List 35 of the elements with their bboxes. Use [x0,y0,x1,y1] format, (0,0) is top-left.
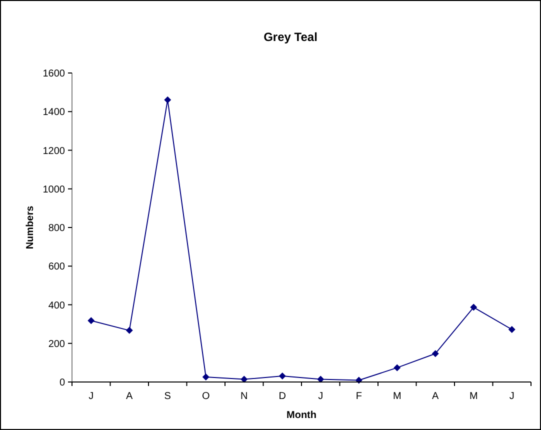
x-tick-label: J [509,391,514,402]
x-tick-label: J [318,391,324,402]
x-tick-label: F [356,391,362,402]
y-tick-label: 1200 [42,146,66,157]
y-tick-label: 400 [48,300,66,312]
y-tick-label: 800 [48,223,66,234]
point [394,364,401,372]
x-tick-label: S [164,391,172,402]
point [88,317,95,324]
y-tick-label: 1000 [42,184,66,196]
x-tick-label: J [88,391,94,402]
x-tick-label: M [469,391,478,402]
point [508,326,516,333]
y-axis-title: Numbers [25,205,36,250]
x-tick-label: A [432,391,440,402]
x-tick-label: D [278,391,286,402]
x-tick-label: N [240,391,248,402]
chart-title: Grey Teal [264,30,318,44]
point [278,372,286,380]
point [432,350,439,358]
y-tick-label: 0 [59,378,66,388]
y-tick-label: 200 [48,338,66,350]
y-tick-label: 1600 [42,68,66,80]
x-tick-label: M [392,391,402,402]
point [202,373,210,380]
x-tick-label: O [202,391,210,402]
point [317,376,324,383]
x-tick-label: A [126,391,134,402]
point [126,326,133,334]
y-tick-label: 1400 [42,107,66,118]
point [164,96,172,104]
point [240,376,248,383]
y-tick-label: 600 [48,262,66,273]
point [470,304,478,311]
x-axis-title: Month [286,410,316,421]
